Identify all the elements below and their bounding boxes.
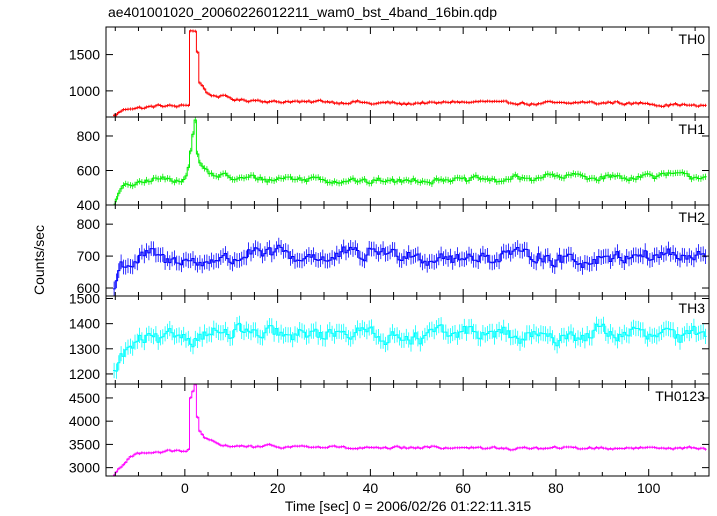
panel-label-th1: TH1 — [679, 121, 706, 137]
panel-label-th2: TH2 — [679, 209, 706, 225]
y-tick-label: 1300 — [69, 341, 100, 357]
error-bars-th3 — [113, 315, 706, 379]
panel-th3: 1200 1300 1400 1500 TH3 — [69, 291, 710, 385]
y-tick-label: 800 — [77, 128, 101, 144]
panel-th0: 1000 1500 TH0 — [69, 26, 710, 118]
x-axis-label: Time [sec] 0 = 2006/02/26 01:22:11.315 — [285, 498, 532, 514]
panel-label-th0: TH0 — [679, 31, 706, 47]
panel-frame — [105, 204, 710, 297]
series-line-th1 — [114, 119, 707, 205]
x-tick-label: 40 — [363, 480, 379, 496]
y-tick-label: 3000 — [69, 460, 100, 476]
panel-th1: 400 600 800 TH1 — [77, 116, 710, 213]
error-bars-th1 — [113, 117, 706, 205]
panel-th2: 600 700 800 TH2 — [77, 204, 710, 297]
y-tick-label: 1000 — [69, 83, 100, 99]
y-tick-label: 800 — [77, 216, 101, 232]
y-tick-label: 1500 — [69, 47, 100, 63]
chart-title: ae401001020_20060226012211_wam0_bst_4ban… — [108, 4, 497, 20]
series-line-th0 — [113, 30, 707, 116]
y-tick-label: 1200 — [69, 366, 100, 382]
y-tick-label: 3500 — [69, 436, 100, 452]
series-line-th2 — [113, 244, 707, 290]
y-tick-label: 700 — [77, 248, 101, 264]
y-axis-label: Counts/sec — [31, 225, 47, 295]
panel-frame — [105, 383, 710, 477]
y-tick-label: 400 — [77, 197, 101, 213]
y-tick-label: 1500 — [69, 291, 100, 307]
x-tick-label: 20 — [270, 480, 286, 496]
series-line-th0123 — [113, 384, 707, 476]
y-tick-label: 600 — [77, 162, 101, 178]
error-bars-th0123 — [113, 384, 706, 476]
x-tick-label: 0 — [181, 480, 189, 496]
panel-th0123: 3000 3500 4000 4500 TH0123 — [69, 383, 710, 477]
y-tick-label: 4000 — [69, 413, 100, 429]
y-tick-label: 4500 — [69, 390, 100, 406]
panel-label-th3: TH3 — [679, 300, 706, 316]
x-tick-label: 100 — [637, 480, 661, 496]
panel-label-th0123: TH0123 — [655, 388, 705, 404]
y-tick-label: 600 — [77, 280, 101, 296]
x-tick-label: 80 — [548, 480, 564, 496]
series-line-th3 — [113, 322, 707, 372]
x-tick-label: 60 — [455, 480, 471, 496]
y-tick-label: 1400 — [69, 316, 100, 332]
error-bars-th2 — [113, 237, 706, 296]
